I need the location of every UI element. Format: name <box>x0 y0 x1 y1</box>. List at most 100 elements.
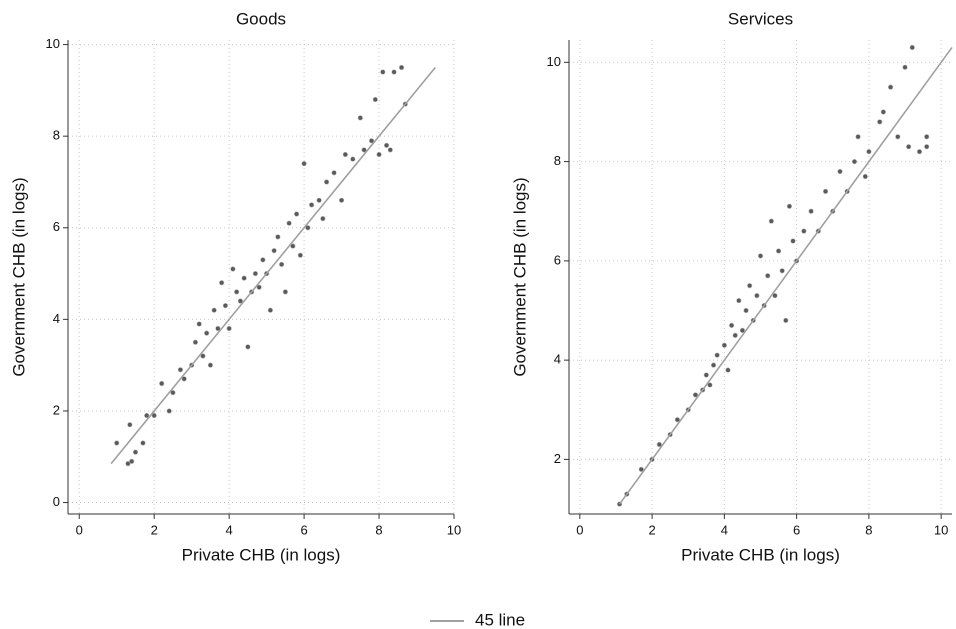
point <box>372 96 378 103</box>
point <box>747 283 753 289</box>
point <box>380 69 386 75</box>
point <box>260 257 266 263</box>
point <box>267 307 273 313</box>
point <box>211 307 217 313</box>
legend-label: 45 line <box>475 610 525 629</box>
point <box>391 69 397 75</box>
point <box>866 149 872 155</box>
x-tick-label: 4 <box>226 522 233 537</box>
y-axis-label: Government CHB (in logs) <box>510 177 529 376</box>
point <box>219 280 225 286</box>
x-axis-label: Private CHB (in logs) <box>182 545 341 564</box>
point <box>207 362 214 368</box>
point <box>177 367 184 373</box>
point <box>790 238 796 244</box>
point <box>256 284 262 290</box>
x-tick-label: 4 <box>721 522 728 537</box>
y-tick-label: 8 <box>53 128 60 143</box>
point <box>743 307 749 314</box>
point <box>895 134 901 140</box>
y-tick-label: 8 <box>554 153 561 168</box>
point <box>127 422 133 428</box>
point <box>297 252 303 258</box>
point <box>887 84 894 90</box>
point <box>361 147 367 153</box>
point <box>822 188 829 194</box>
x-tick-label: 2 <box>151 522 158 537</box>
chart-title: Services <box>728 9 793 28</box>
x-tick-label: 6 <box>300 522 307 537</box>
point <box>222 303 228 309</box>
point <box>271 248 277 254</box>
point <box>710 362 717 368</box>
point <box>166 408 172 414</box>
point <box>305 225 311 231</box>
point <box>301 161 307 167</box>
point <box>775 248 782 254</box>
x-tick-label: 10 <box>447 522 461 537</box>
point <box>877 119 883 125</box>
y-tick-label: 0 <box>53 494 60 509</box>
point <box>739 327 746 333</box>
point <box>114 440 120 446</box>
point <box>880 109 886 115</box>
point <box>241 275 247 281</box>
point <box>902 64 908 70</box>
x-tick-label: 8 <box>375 522 382 537</box>
point <box>294 211 300 217</box>
point <box>674 417 680 423</box>
point <box>736 297 742 304</box>
y-tick-label: 4 <box>554 352 561 367</box>
point <box>851 159 858 165</box>
point <box>779 268 785 274</box>
point <box>703 372 709 378</box>
point <box>252 270 258 277</box>
point <box>342 151 348 158</box>
point <box>230 266 236 272</box>
y-tick-label: 6 <box>554 252 561 267</box>
x-tick-label: 0 <box>576 522 583 537</box>
point <box>331 170 337 176</box>
point <box>721 342 727 348</box>
point <box>924 134 930 140</box>
x-tick-label: 10 <box>934 522 948 537</box>
point <box>656 441 662 448</box>
point <box>754 293 760 299</box>
y-tick-label: 2 <box>53 402 60 417</box>
y-tick-label: 4 <box>53 311 60 326</box>
point <box>275 234 281 240</box>
point <box>801 228 807 234</box>
point <box>338 197 345 203</box>
point <box>924 144 930 150</box>
point <box>398 64 405 71</box>
y-tick-label: 6 <box>53 219 60 234</box>
point <box>323 179 330 185</box>
point <box>909 44 915 51</box>
point <box>732 332 738 338</box>
point <box>282 289 288 295</box>
point <box>350 156 356 162</box>
point <box>862 173 868 180</box>
point <box>320 216 326 222</box>
point <box>215 325 221 332</box>
point <box>725 367 731 373</box>
point <box>855 134 861 140</box>
point <box>707 382 713 388</box>
point <box>308 202 315 208</box>
point <box>768 218 774 224</box>
point <box>376 151 382 158</box>
point <box>916 149 923 155</box>
point <box>279 261 285 268</box>
point <box>757 253 764 259</box>
y-tick-label: 10 <box>547 54 561 69</box>
point <box>226 325 232 332</box>
point <box>151 412 157 419</box>
x-tick-label: 0 <box>76 522 83 537</box>
x-axis-label: Private CHB (in logs) <box>681 545 840 564</box>
point <box>808 208 814 214</box>
y-axis-label: Government CHB (in logs) <box>9 177 28 376</box>
y-tick-label: 10 <box>46 36 60 51</box>
point <box>204 330 210 336</box>
